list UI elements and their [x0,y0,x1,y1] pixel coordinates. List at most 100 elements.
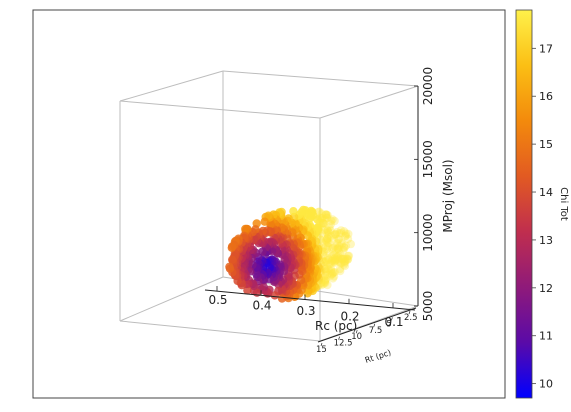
scatter-point [323,280,332,290]
scatter-point [243,286,252,295]
scatter-point [328,269,337,278]
scatter-point [320,271,330,281]
mproj-axis: 5000 10000 15000 20000 MProj (Msol) [414,67,455,321]
scatter-point [270,291,279,300]
scatter-point [324,228,333,237]
scatter-point [326,226,335,235]
scatter-point [323,234,332,243]
scatter-point [260,217,269,226]
scatter-point [335,249,345,259]
scatter-point [326,271,335,280]
rt-tick-mark [320,342,323,347]
scatter-point [322,213,331,222]
rt-tick-label: 15 [316,345,327,355]
scatter-point [328,251,337,261]
scatter-point [322,241,331,250]
scatter-point [340,243,349,253]
rt-tick-mark [373,323,376,327]
scatter-point [336,226,346,235]
scatter-point [323,213,332,222]
scatter-point [326,220,335,229]
scatter-point [331,230,340,239]
scatter-point [328,215,337,224]
scatter-point [334,235,343,244]
scatter-point [323,236,332,246]
scatter-point [327,259,336,268]
scatter-point [289,207,298,216]
scatter-point [324,231,333,240]
scatter-point [338,239,347,248]
rt-tick-label: 2.5 [404,313,418,323]
box-edge-back-top-right [222,70,419,87]
scatter-point [342,254,351,263]
scatter-point [334,246,344,255]
rt-tick-group: 15 12.510 7.55 2.5 [316,310,418,355]
scatter-point [323,226,332,235]
scatter-point [331,242,340,251]
colorbar-tick-label: 10 [539,378,553,391]
scatter-point [323,234,332,243]
scatter-point [227,243,236,252]
scatter-point [225,262,234,271]
rt-tick-label: 12.5 [334,339,353,349]
scatter-point [319,261,329,271]
scatter-point [324,255,333,264]
colorbar-tick-label: 12 [539,282,553,295]
scatter-point [322,256,331,265]
scatter-point [327,256,337,265]
scatter-point [322,228,331,237]
scatter-point [333,252,343,261]
scatter-point [320,276,330,285]
rt-tick-mark [391,317,393,321]
rc-tick-label: 0.1 [384,315,403,329]
scatter-point [321,236,331,245]
rc-tick-label: 0.5 [208,293,227,307]
scatter-point [320,265,330,274]
mproj-tick-group: 5000 10000 15000 20000 [414,67,435,321]
scatter-point [340,258,350,267]
scatter-point [329,234,338,244]
scatter-point [336,266,345,276]
colorbar-tick-label: 11 [539,330,553,343]
scatter-point [330,257,339,266]
scatter-point [333,244,342,253]
scatter-point [337,229,346,238]
box-edge-back-top [119,70,224,102]
scatter-point [321,257,331,266]
box-edge-front-bottom [119,320,321,342]
scatter-point [325,249,334,258]
scatter-point [320,276,330,285]
scatter-point [329,272,339,281]
scatter-point [325,259,334,269]
scatter-point [341,241,351,250]
scatter-point [338,254,348,263]
scatter-point [332,245,341,254]
scatter-point [335,242,344,251]
scatter-point [319,257,328,266]
scatter-point [344,251,354,260]
scatter-point [341,229,351,238]
scatter-point [324,265,333,274]
scatter-point [323,238,332,247]
scatter-point [321,264,330,274]
colorbar-tick-label: 14 [539,186,553,199]
scatter-point [241,224,250,234]
scatter-point [326,264,336,274]
scatter-point [319,219,328,228]
scatter-point [330,268,339,277]
scatter-point [339,245,348,255]
scatter-point [340,261,350,271]
rt-tick-mark [338,336,340,340]
scatter-point [325,223,334,232]
scatter-point [343,254,353,264]
rt-axis-line [317,307,417,343]
rc-tick-label: 0.3 [296,304,315,318]
colorbar-tick-label: 17 [539,42,553,55]
scatter-point [339,260,348,269]
colorbar-label: Chi Tot [558,187,569,221]
mproj-tick-label: 10000 [421,214,435,252]
scatter-point [340,257,349,266]
scatter-point [330,254,339,263]
scatter-point [321,270,330,279]
scatter-point [327,266,336,276]
